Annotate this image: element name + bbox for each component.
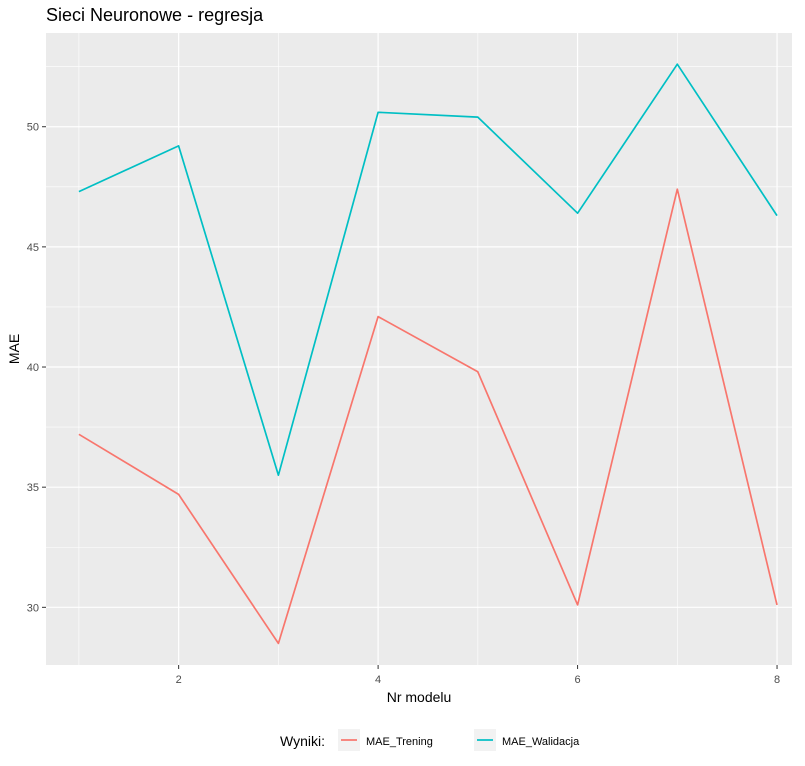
y-tick-label: 35: [27, 482, 39, 494]
x-axis-title: Nr modelu: [387, 689, 452, 705]
y-tick-label: 45: [27, 242, 39, 254]
x-tick-label: 2: [176, 674, 182, 686]
y-tick-label: 50: [27, 122, 39, 134]
series-line-mae-trening: [78, 188, 778, 645]
tick-labels: 2 4 6 8 30 35 40 45 50: [27, 122, 780, 686]
y-tick-label: 40: [27, 362, 39, 374]
x-tick-label: 6: [575, 674, 581, 686]
axis-ticks: [42, 126, 778, 669]
series-lines: [78, 63, 778, 645]
plot-panel: [46, 33, 792, 665]
y-axis-title: MAE: [6, 334, 22, 364]
series-line-mae-walidacja: [78, 63, 778, 477]
legend: Wyniki: MAE_Trening MAE_Walidacja: [280, 729, 580, 751]
major-gridlines: [46, 33, 792, 665]
legend-title: Wyniki:: [280, 733, 325, 749]
y-tick-label: 30: [27, 602, 39, 614]
x-tick-label: 8: [774, 674, 780, 686]
minor-gridlines: [46, 33, 792, 665]
chart-title: Sieci Neuronowe - regresja: [46, 5, 264, 25]
x-tick-label: 4: [375, 674, 381, 686]
legend-label-mae-walidacja: MAE_Walidacja: [502, 736, 580, 748]
legend-label-mae-trening: MAE_Trening: [366, 736, 433, 748]
